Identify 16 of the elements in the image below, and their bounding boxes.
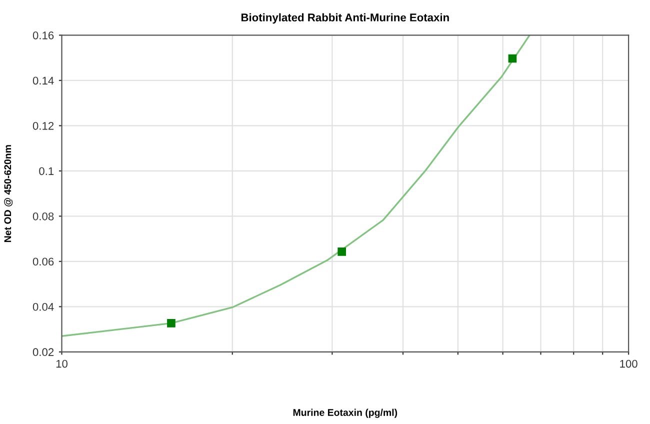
y-tick-label: 0.12 xyxy=(32,122,54,130)
y-tick-label: 0.08 xyxy=(32,212,54,220)
y-axis-title: Net OD @ 450-620nm xyxy=(4,145,13,242)
x-axis-title: Murine Eotaxin (pg/ml) xyxy=(293,408,398,418)
y-tick-label: 0.1 xyxy=(39,167,54,176)
y-tick-label: 0.06 xyxy=(32,258,54,266)
y-tick-label: 0.14 xyxy=(32,76,54,85)
y-tick-label: 0.04 xyxy=(32,302,54,311)
x-tick-label: 10 xyxy=(56,360,68,368)
x-tick-label: 100 xyxy=(620,360,638,368)
y-tick-label: 0.02 xyxy=(32,348,54,356)
point xyxy=(167,319,176,328)
chart-title: Biotinylated Rabbit Anti-Murine Eotaxin xyxy=(241,13,449,24)
y-tick-label: 0.16 xyxy=(32,31,54,40)
point xyxy=(338,248,346,256)
point xyxy=(508,54,517,63)
